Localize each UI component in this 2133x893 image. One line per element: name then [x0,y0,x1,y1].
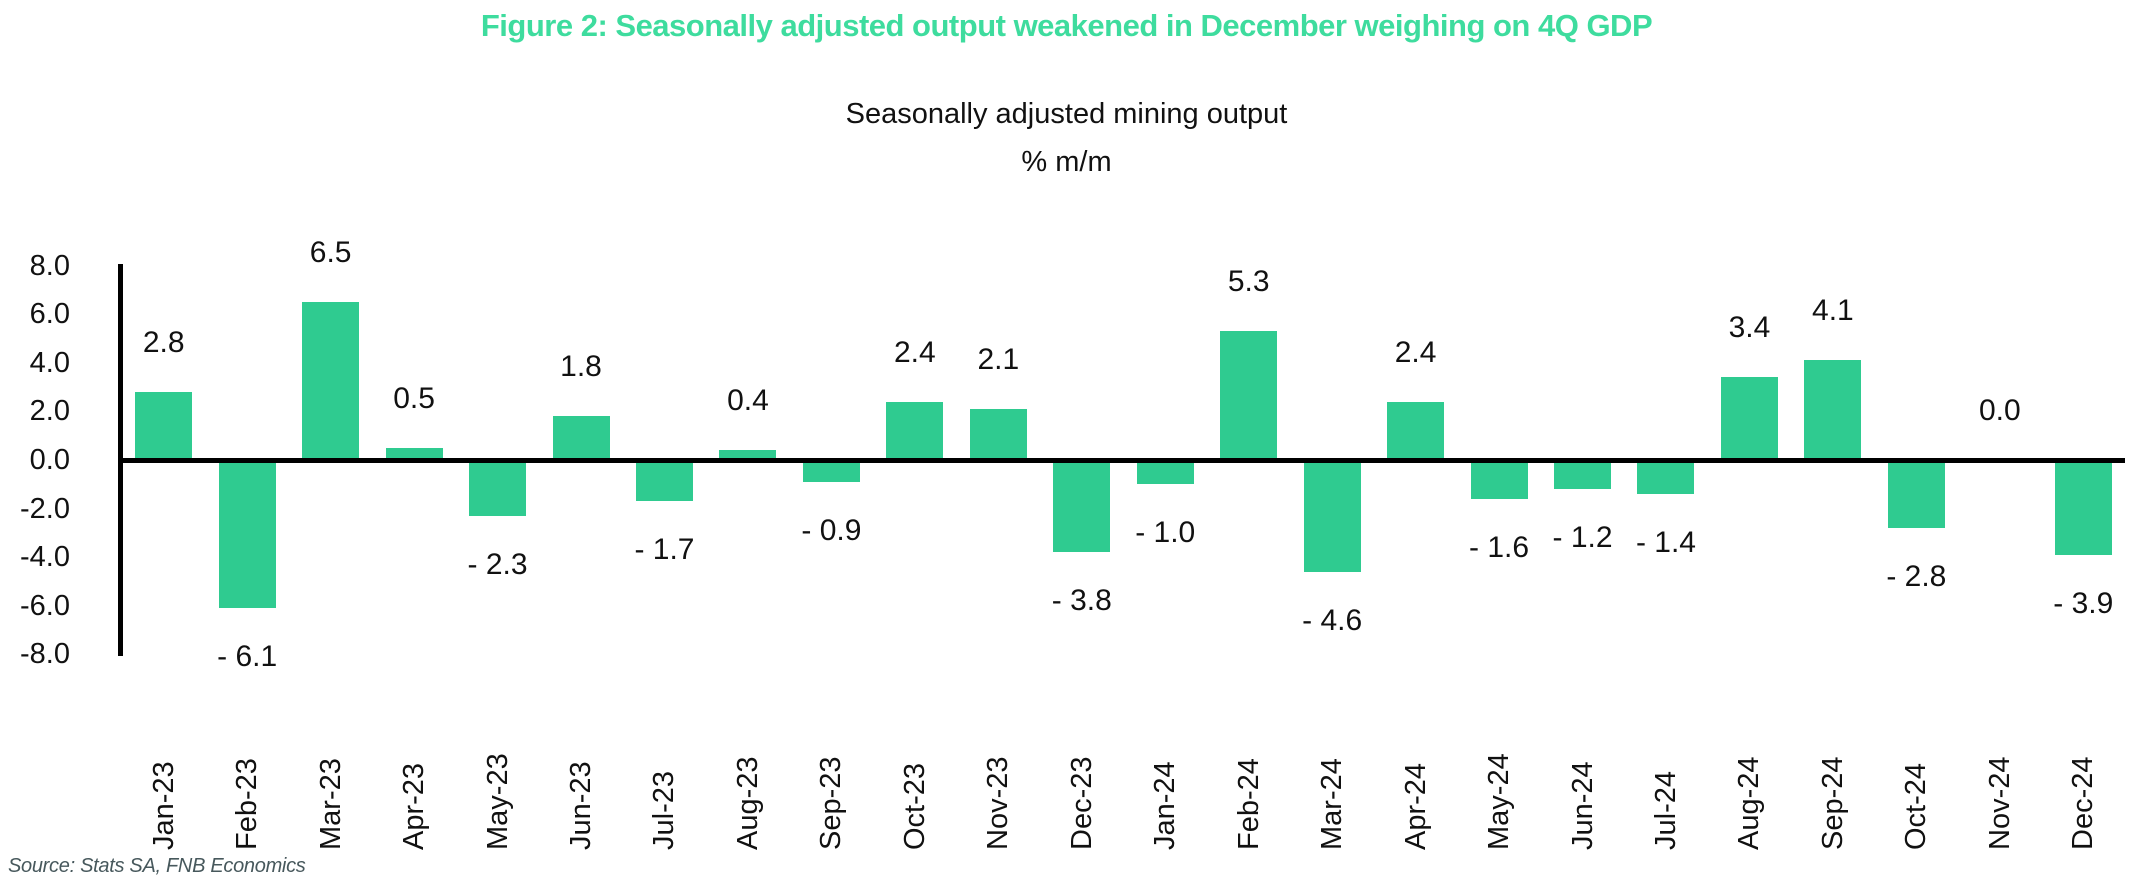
bar-Aug-23 [719,450,777,460]
bar-Sep-24 [1804,360,1862,460]
bar-Apr-23 [385,447,443,460]
x-axis-label: Jul-24 [1649,771,1682,850]
bar-Jan-23 [135,391,193,460]
x-axis-label: Mar-23 [314,758,347,850]
bar-value-label: 1.8 [560,350,602,384]
x-axis-zero-line [118,457,2125,463]
x-axis-label: Sep-24 [1816,756,1849,850]
x-axis-label: Feb-24 [1232,758,1265,850]
y-axis-tick-label: 4.0 [29,346,70,379]
x-axis-label: Aug-23 [731,756,764,850]
x-axis-label: Mar-24 [1316,758,1349,850]
bar-value-label: - 1.4 [1635,526,1696,560]
bar-value-label: - 0.9 [801,513,862,547]
bar-Feb-23 [218,460,276,609]
bar-Jul-24 [1637,460,1695,495]
bar-Jun-23 [552,416,610,460]
bar-value-label: 2.4 [893,335,936,369]
x-axis-label: May-23 [481,753,514,850]
bar-Oct-24 [1887,460,1945,529]
x-axis-label: Jun-24 [1566,761,1599,850]
bar-value-label: - 1.6 [1469,530,1530,564]
bar-value-label: 0.5 [393,381,435,415]
bar-Mar-23 [302,302,360,460]
bar-value-label: - 6.1 [217,640,278,674]
y-axis-tick-label: 6.0 [29,298,70,331]
x-axis-label: Jan-23 [147,761,180,850]
bar-Apr-24 [1387,401,1445,460]
bar-value-label: - 2.3 [467,547,528,581]
source-note: Source: Stats SA, FNB Economics [8,855,306,877]
figure-title: Figure 2: Seasonally adjusted output wea… [480,8,1653,43]
bar-value-label: 0.4 [727,384,769,418]
chart-units-label: % m/m [1021,146,1112,178]
x-axis-label: Apr-24 [1399,762,1432,850]
bar-value-label: - 4.6 [1302,603,1363,637]
bar-value-label: - 3.9 [2053,586,2114,620]
y-axis-tick-label: 2.0 [29,395,70,428]
bar-value-label: 0.0 [1978,394,2021,427]
y-axis-tick-label: -6.0 [20,589,70,622]
x-axis-label: Oct-23 [898,762,931,850]
y-axis-tick-label: 0.0 [29,444,70,476]
x-axis-label: May-24 [1483,753,1516,850]
y-axis-tick-label: -2.0 [20,492,70,525]
x-axis-label: Nov-23 [982,756,1015,851]
bar-value-label: 2.1 [977,342,1020,376]
bar-Oct-23 [886,401,944,460]
bar-Nov-23 [969,408,1027,460]
bar-value-label: 3.4 [1728,311,1771,345]
x-axis-label: Jan-24 [1149,761,1182,850]
bar-Jun-24 [1554,460,1612,490]
y-axis-tick-label: -4.0 [20,541,70,574]
x-axis-label: Aug-24 [1733,756,1766,850]
bar-Mar-24 [1303,460,1361,572]
bar-value-label: - 1.7 [634,533,695,567]
x-axis-label: Jun-23 [565,761,598,850]
x-axis-label: Oct-24 [1900,762,1933,850]
bar-May-23 [469,460,527,516]
x-axis-label: Apr-23 [398,762,431,850]
bar-Dec-23 [1053,460,1111,553]
bar-value-label: - 1.0 [1135,516,1196,550]
y-axis-tick-label: 8.0 [29,249,70,282]
bar-Jan-24 [1136,460,1194,485]
x-axis-label: Feb-23 [231,758,264,850]
x-axis-label: Dec-23 [1065,756,1098,851]
bar-Sep-23 [802,460,860,482]
bar-value-label: 2.8 [142,325,185,359]
chart-subtitle: Seasonally adjusted mining output [845,98,1288,130]
bar-value-label: - 2.8 [1886,560,1947,594]
bar-value-label: 6.5 [309,236,352,270]
bar-Jul-23 [635,460,693,502]
bar-value-label: - 3.8 [1051,584,1112,618]
x-axis-label: Sep-23 [815,756,848,850]
bar-value-label: 4.1 [1812,294,1854,328]
x-axis-label: Nov-24 [1983,756,2016,851]
y-axis-tick-label: -8.0 [20,638,70,671]
x-axis-label: Dec-24 [2067,756,2100,851]
bar-value-label: - 1.2 [1552,521,1613,555]
x-axis-label: Jul-23 [648,771,681,850]
bar-value-label: 2.4 [1394,335,1437,369]
bar-May-24 [1470,460,1528,499]
bar-Dec-24 [2054,460,2112,555]
bar-Aug-24 [1720,377,1778,460]
bar-value-label: 5.3 [1227,265,1270,299]
bar-Feb-24 [1220,331,1278,460]
